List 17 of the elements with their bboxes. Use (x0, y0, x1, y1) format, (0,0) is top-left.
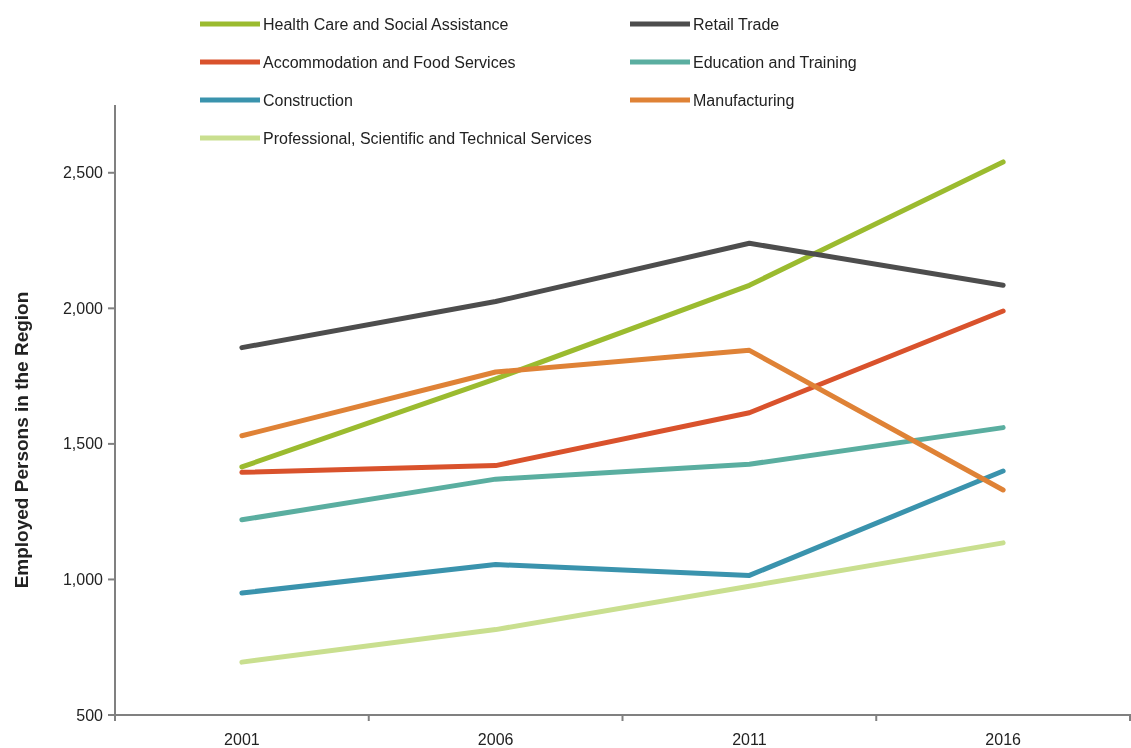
y-tick-label: 1,000 (62, 571, 104, 589)
y-tick-label: 1,500 (62, 435, 104, 453)
y-tick-label: 500 (76, 706, 104, 724)
x-tick-label: 2016 (985, 731, 1022, 748)
x-tick-label: 2006 (477, 731, 514, 748)
y-tick-label: 2,000 (62, 299, 104, 317)
x-tick-label: 2011 (732, 731, 767, 748)
legend-label: Manufacturing (693, 91, 795, 109)
legend-label: Accommodation and Food Services (263, 53, 516, 71)
x-tick-label: 2001 (224, 731, 260, 748)
y-axis-title: Employed Persons in the Region (11, 291, 32, 589)
legend-label: Construction (263, 91, 353, 109)
legend-label: Health Care and Social Assistance (263, 15, 509, 33)
y-tick-label: 2,500 (62, 164, 104, 182)
legend-label: Retail Trade (693, 15, 780, 33)
legend-label: Education and Training (693, 53, 857, 71)
legend-label: Professional, Scientific and Technical Services (263, 129, 592, 147)
